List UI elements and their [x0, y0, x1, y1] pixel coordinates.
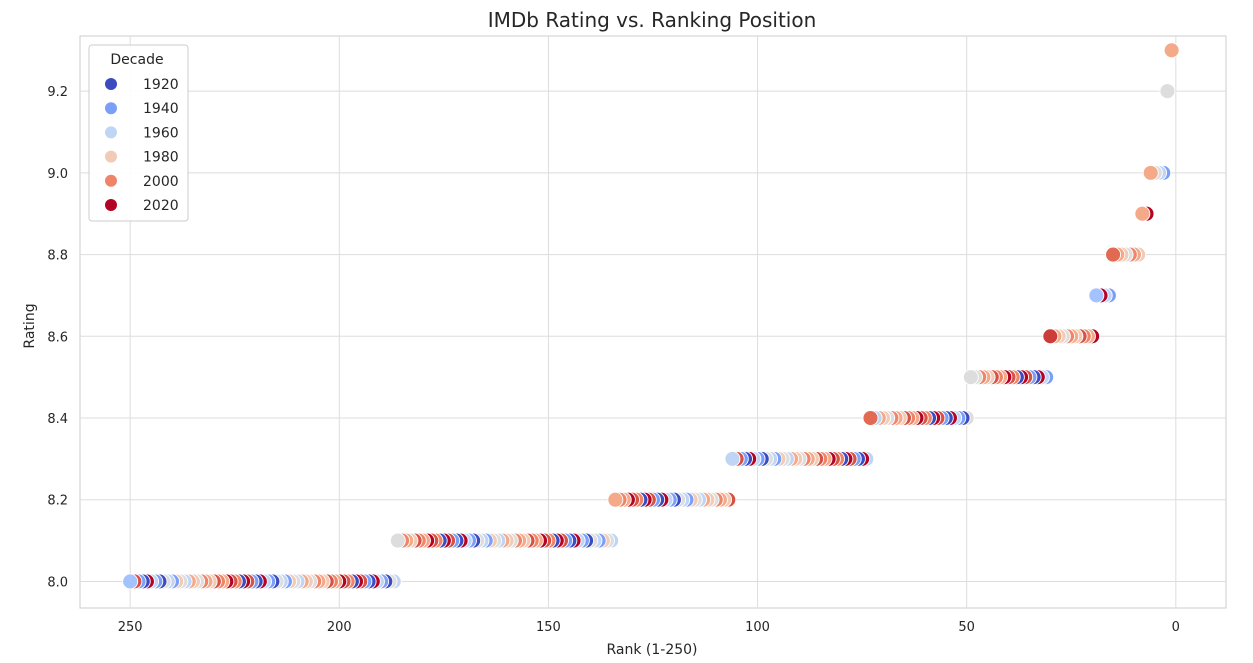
legend-label: 1920 — [143, 77, 179, 93]
x-tick-label: 150 — [536, 620, 561, 635]
legend: Decade 1920 1940 1960 1980 2000 2020 — [88, 44, 189, 222]
x-axis-label: Rank (1-250) — [606, 642, 697, 658]
y-tick-label: 8.2 — [47, 494, 68, 509]
data-point — [1163, 42, 1180, 59]
legend-label: 2020 — [143, 198, 179, 214]
data-point — [1159, 83, 1176, 100]
data-point — [1142, 164, 1159, 181]
data-point — [122, 573, 139, 590]
x-tick-label: 200 — [327, 620, 352, 635]
y-tick-label: 8.4 — [47, 412, 68, 427]
data-point — [389, 532, 406, 549]
legend-label: 1940 — [143, 101, 179, 117]
x-tick-label: 100 — [745, 620, 770, 635]
data-point — [1088, 287, 1105, 304]
legend-title: Decade — [110, 52, 163, 68]
y-axis-label: Rating — [22, 303, 38, 348]
legend-label: 2000 — [143, 174, 179, 190]
y-tick-label: 8.0 — [47, 575, 68, 590]
legend-label: 1980 — [143, 150, 179, 166]
data-point — [1134, 205, 1151, 222]
x-tick-label: 250 — [118, 620, 143, 635]
data-point — [724, 450, 741, 467]
y-tick-label: 9.2 — [47, 85, 68, 100]
x-tick-label: 50 — [958, 620, 975, 635]
data-point — [1105, 246, 1122, 263]
legend-entries: 1920 1940 1960 1980 2000 2020 — [105, 77, 179, 214]
data-point — [862, 410, 879, 426]
legend-marker — [105, 126, 117, 139]
x-tick-label: 0 — [1172, 620, 1180, 635]
legend-label: 1960 — [143, 125, 179, 141]
y-tick-label: 8.6 — [47, 330, 68, 345]
plot-area — [79, 35, 1227, 609]
axis-ticks: 250 200 150 100 50 0 8.0 8.2 8.4 8.6 8.8 9.0 9.2 — [47, 85, 1180, 635]
legend-marker — [105, 78, 117, 90]
data-points — [122, 42, 1180, 590]
y-tick-label: 8.8 — [47, 249, 68, 264]
data-point — [1042, 328, 1059, 345]
legend-marker — [105, 199, 117, 211]
data-point — [607, 491, 624, 508]
y-tick-label: 9.0 — [47, 167, 68, 182]
legend-marker — [105, 174, 117, 187]
grid-lines — [80, 36, 1226, 608]
chart-title: IMDb Rating vs. Ranking Position — [488, 8, 817, 32]
data-point — [962, 369, 979, 386]
legend-marker — [105, 102, 117, 115]
legend-marker — [105, 150, 117, 163]
